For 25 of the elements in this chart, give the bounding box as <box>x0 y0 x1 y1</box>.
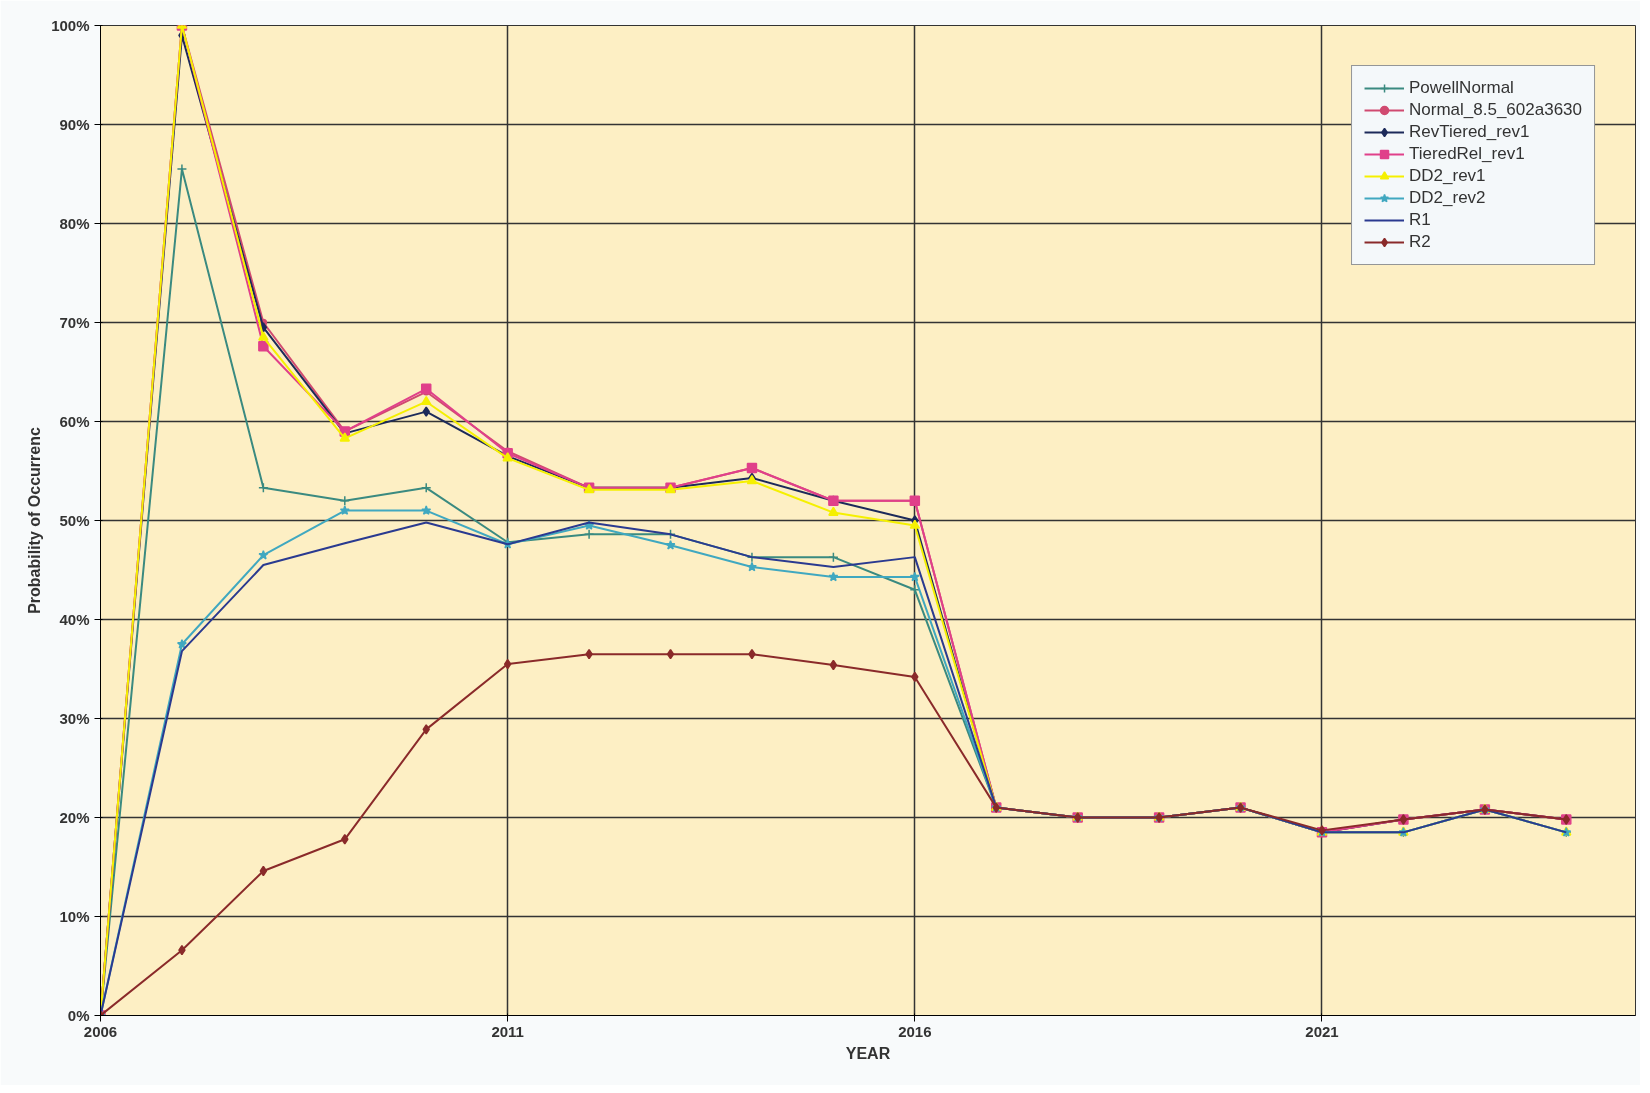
y-tick-label: 20% <box>59 809 90 826</box>
y-tick-label: 70% <box>59 314 90 331</box>
legend-label: DD2_rev1 <box>1409 166 1486 186</box>
y-tick-label: 100% <box>51 17 90 34</box>
y-tick-label: 10% <box>59 908 90 925</box>
x-axis-title: YEAR <box>845 1044 891 1062</box>
legend-label: DD2_rev2 <box>1409 188 1486 208</box>
x-tick-label: 2011 <box>491 1022 524 1040</box>
y-tick-label: 50% <box>59 512 90 529</box>
y-tick-label: 0% <box>67 1007 90 1024</box>
x-tick-label: 2016 <box>898 1022 932 1040</box>
legend-label: R2 <box>1409 232 1431 252</box>
y-tick-label: 90% <box>59 116 90 133</box>
y-tick-label: 80% <box>59 215 90 232</box>
y-axis-title: Probability of Occurrenc <box>26 427 44 614</box>
y-tick-label: 60% <box>59 413 90 430</box>
y-tick-label: 30% <box>59 710 90 727</box>
legend-label: RevTiered_rev1 <box>1409 122 1530 142</box>
x-tick-label: 2006 <box>83 1022 118 1040</box>
x-tick-label: 2021 <box>1305 1022 1339 1040</box>
y-tick-label: 40% <box>59 611 90 628</box>
legend-label: Normal_8.5_602a3630 <box>1409 100 1582 120</box>
legend-label: R1 <box>1409 210 1431 230</box>
legend-label: PowellNormal <box>1409 78 1514 98</box>
legend-label: TieredRel_rev1 <box>1409 144 1525 164</box>
